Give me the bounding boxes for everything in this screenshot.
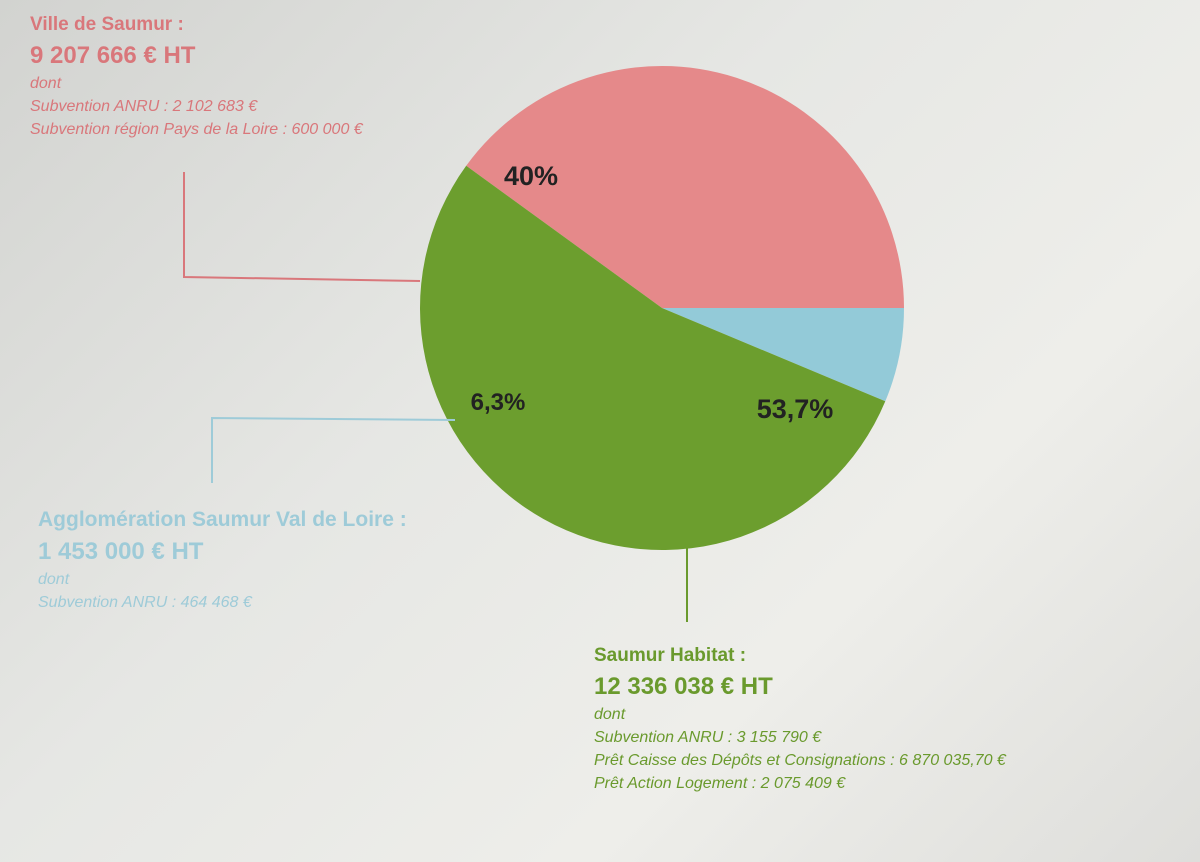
entity-detail-line: Subvention région Pays de la Loire : 600… xyxy=(30,121,363,138)
legend-block-agglomeration: Agglomération Saumur Val de Loire : 1 45… xyxy=(38,508,407,612)
slice-label-ville: 40% xyxy=(504,161,558,191)
entity-detail-line: Subvention ANRU : 2 102 683 € xyxy=(30,98,258,115)
entity-dont: dont xyxy=(38,571,70,588)
entity-amount: 9 207 666 € HT xyxy=(30,42,196,69)
leader-line-ville xyxy=(183,172,421,282)
entity-name: Agglomération Saumur Val de Loire : xyxy=(38,508,407,531)
entity-name: Saumur Habitat : xyxy=(594,645,747,666)
legend-block-saumur-habitat: Saumur Habitat : 12 336 038 € HT dont Su… xyxy=(594,645,1006,793)
pie-slice-saumur-habitat xyxy=(420,165,886,551)
slice-label-habitat: 53,7% xyxy=(757,394,834,424)
leader-line-agglo xyxy=(211,416,456,483)
entity-detail-line: Prêt Caisse des Dépôts et Consignations … xyxy=(594,752,1006,769)
pie-slice-ville-de-saumur xyxy=(466,66,904,308)
legend-block-ville-de-saumur: Ville de Saumur : 9 207 666 € HT dont Su… xyxy=(30,14,363,139)
entity-amount: 1 453 000 € HT xyxy=(38,538,204,565)
entity-name: Ville de Saumur : xyxy=(30,14,184,35)
entity-detail-line: Prêt Action Logement : 2 075 409 € xyxy=(594,775,846,792)
entity-detail-line: Subvention ANRU : 3 155 790 € xyxy=(594,729,822,746)
entity-dont: dont xyxy=(30,75,62,92)
entity-amount: 12 336 038 € HT xyxy=(594,673,773,700)
slice-label-agglo: 6,3% xyxy=(471,389,526,416)
pie-slice-agglomeration xyxy=(662,308,904,402)
entity-detail-line: Subvention ANRU : 464 468 € xyxy=(38,594,252,611)
entity-dont: dont xyxy=(594,706,626,723)
